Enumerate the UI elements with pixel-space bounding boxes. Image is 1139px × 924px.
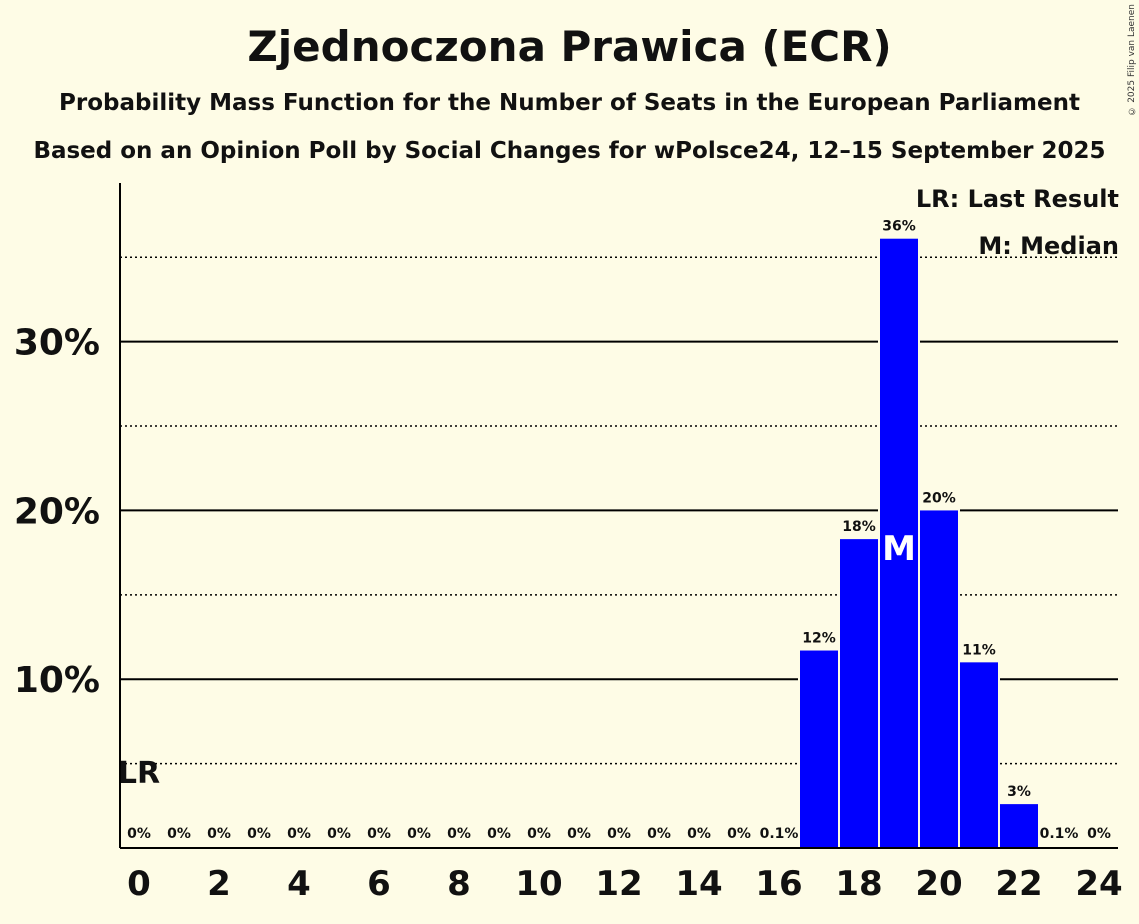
bar-value-label: 0% (527, 826, 551, 842)
bar-value-label: 3% (1007, 784, 1031, 800)
bar-seats-18 (840, 539, 878, 848)
legend-last-result: LR: Last Result (915, 185, 1119, 213)
bar-value-label: 0% (727, 826, 751, 842)
last-result-marker: LR (118, 756, 160, 791)
bar-value-label: 12% (802, 631, 836, 647)
bar-value-label: 0% (127, 826, 151, 842)
y-tick-label: 10% (14, 660, 100, 701)
bar-value-label: 0% (247, 826, 271, 842)
y-tick-label: 30% (14, 323, 100, 364)
bar-seats-19 (880, 238, 918, 848)
median-marker: M (882, 529, 916, 569)
x-tick-label: 2 (207, 864, 231, 904)
bar-value-label: 0% (367, 826, 391, 842)
x-tick-label: 12 (595, 864, 642, 904)
bar-value-label: 0% (327, 826, 351, 842)
bar-value-label: 0% (1087, 826, 1111, 842)
x-tick-label: 14 (675, 864, 722, 904)
bar-value-label: 0% (167, 826, 191, 842)
x-tick-label: 4 (287, 864, 311, 904)
bar-value-label: 0% (607, 826, 631, 842)
bar-value-label: 36% (882, 219, 916, 235)
y-tick-label: 20% (14, 491, 100, 532)
bar-value-label: 0% (487, 826, 511, 842)
bar-value-label: 11% (962, 642, 996, 658)
bar-value-label: 0% (567, 826, 591, 842)
bar-value-label: 0% (447, 826, 471, 842)
bar-seats-22 (1000, 804, 1038, 848)
bar-value-label: 20% (922, 490, 956, 506)
x-tick-label: 20 (915, 864, 962, 904)
bar-value-label: 0% (407, 826, 431, 842)
bar-value-label: 0.1% (760, 826, 799, 842)
bar-value-label: 0.1% (1040, 826, 1079, 842)
x-tick-label: 0 (127, 864, 151, 904)
bar-value-label: 0% (207, 826, 231, 842)
bar-value-label: 0% (687, 826, 711, 842)
x-tick-label: 8 (447, 864, 471, 904)
legend-median: M: Median (978, 232, 1119, 260)
x-tick-label: 10 (515, 864, 562, 904)
bar-seats-17 (800, 650, 838, 848)
chart-source: Based on an Opinion Poll by Social Chang… (33, 138, 1106, 164)
chart-subtitle: Probability Mass Function for the Number… (59, 90, 1080, 116)
bar-seats-20 (920, 510, 958, 848)
x-tick-label: 18 (835, 864, 882, 904)
x-tick-label: 16 (755, 864, 802, 904)
bar-value-label: 18% (842, 519, 876, 535)
bar-value-label: 0% (287, 826, 311, 842)
chart-title: Zjednoczona Prawica (ECR) (247, 22, 892, 71)
bar-value-label: 0% (647, 826, 671, 842)
bar-seats-21 (960, 662, 998, 848)
x-tick-label: 24 (1075, 864, 1122, 904)
x-tick-label: 22 (995, 864, 1042, 904)
x-tick-label: 6 (367, 864, 391, 904)
